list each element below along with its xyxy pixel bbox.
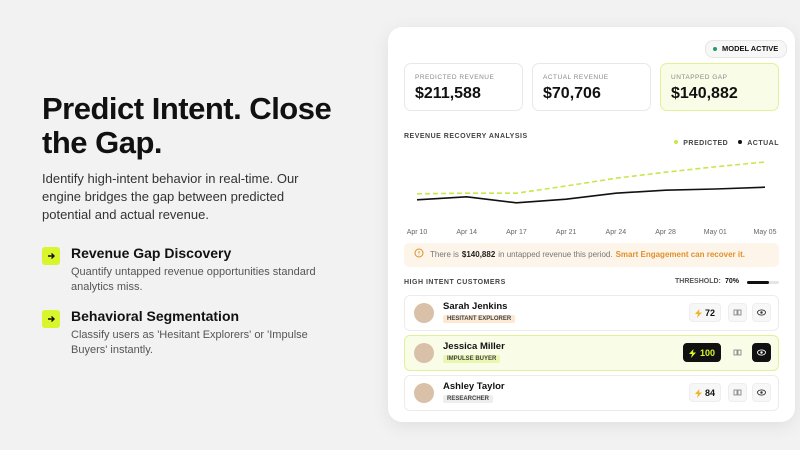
bolt-icon — [695, 309, 702, 318]
threshold-slider[interactable] — [747, 281, 779, 284]
score-badge: 72 — [689, 303, 721, 322]
x-tick-label: Apr 10 — [407, 229, 428, 236]
status-text: MODEL ACTIVE — [722, 44, 779, 53]
action-button[interactable] — [752, 303, 771, 322]
x-tick-label: Apr 17 — [506, 229, 527, 236]
action-button[interactable] — [728, 303, 747, 322]
eye-icon — [757, 349, 766, 356]
customer-tag: RESEARCHER — [443, 395, 494, 403]
score-badge: 84 — [689, 383, 721, 402]
status-pill: MODEL ACTIVE — [705, 40, 788, 58]
threshold-fill — [747, 281, 769, 284]
kpi-value: $211,588 — [415, 85, 481, 102]
action-button[interactable] — [752, 343, 771, 362]
series-line — [416, 161, 766, 195]
avatar — [414, 383, 434, 403]
x-tick-label: May 05 — [754, 229, 777, 236]
legend: PREDICTED ACTUAL — [664, 132, 779, 147]
eye-icon — [757, 389, 766, 396]
feature-description: Quantify untapped revenue opportunities … — [71, 266, 316, 293]
legend-text: PREDICTED — [683, 140, 729, 147]
feature-description: Classify users as 'Hesitant Explorers' o… — [71, 329, 308, 356]
avatar — [414, 343, 434, 363]
eye-icon — [757, 309, 766, 316]
action-button[interactable] — [752, 383, 771, 402]
bolt-icon — [689, 349, 696, 358]
action-button[interactable] — [728, 383, 747, 402]
info-icon — [414, 248, 424, 258]
legend-dot — [674, 140, 679, 144]
legend-item: PREDICTED — [674, 140, 728, 147]
alert-text: $140,882 — [461, 250, 496, 259]
feature-icon — [42, 247, 60, 265]
customer-row[interactable]: Jessica Miller IMPULSE BUYER 100 — [404, 335, 779, 371]
kpi-card: PREDICTED REVENUE $211,588 — [404, 63, 523, 111]
book-icon — [733, 389, 742, 396]
chart: Apr 10 Apr 14 Apr 17 Apr 21 Apr 24 Apr 28 May … — [407, 161, 777, 236]
customer-row[interactable]: Ashley Taylor RESEARCHER 84 — [404, 375, 779, 411]
x-tick-label: Apr 14 — [456, 229, 477, 236]
customers-title: HIGH INTENT CUSTOMERS — [404, 279, 506, 286]
legend-text: ACTUAL — [747, 140, 779, 147]
feature-title: Behavioral Segmentation — [71, 308, 240, 324]
x-tick-label: Apr 28 — [655, 229, 676, 236]
customer-tag: HESITANT EXPLORER — [443, 315, 516, 323]
customer-tag: IMPULSE BUYER — [443, 355, 501, 363]
feature-title: Revenue Gap Discovery — [71, 245, 232, 261]
kpi-label: UNTAPPED GAP — [671, 74, 728, 81]
hero-title: Predict Intent. Close the Gap. — [42, 91, 332, 160]
kpi-value: $70,706 — [543, 85, 601, 102]
alert-text: in untapped revenue this period. — [498, 250, 613, 259]
customer-row[interactable]: Sarah Jenkins HESITANT EXPLORER 72 — [404, 295, 779, 331]
kpi-label: ACTUAL REVENUE — [543, 74, 609, 81]
alert: There is $140,882 in untapped revenue this… — [404, 243, 779, 267]
customer-name: Ashley Taylor — [443, 381, 505, 392]
legend-item: ACTUAL — [738, 140, 779, 147]
threshold-label: THRESHOLD: — [675, 278, 721, 285]
x-tick-label: Apr 24 — [606, 229, 627, 236]
action-button[interactable] — [728, 343, 747, 362]
arrow-icon — [48, 253, 55, 259]
status-dot — [713, 47, 717, 51]
kpi-value: $140,882 — [671, 85, 738, 102]
alert-text: There is — [430, 250, 459, 259]
kpi-card: ACTUAL REVENUE $70,706 — [532, 63, 651, 111]
series-line — [416, 186, 766, 204]
kpi-card: UNTAPPED GAP $140,882 — [660, 63, 779, 111]
threshold-value: 70% — [725, 278, 740, 285]
score-badge: 100 — [683, 343, 721, 362]
customer-name: Jessica Miller — [443, 341, 505, 352]
customer-name: Sarah Jenkins — [443, 301, 508, 312]
x-tick-label: May 01 — [704, 229, 727, 236]
kpi-label: PREDICTED REVENUE — [415, 74, 495, 81]
dashboard-card: MODEL ACTIVE REVENUE RECOVERY ANALYSIS P… — [388, 27, 795, 422]
legend-dot — [738, 140, 743, 144]
book-icon — [733, 349, 742, 356]
feature-icon — [42, 310, 60, 328]
alert-text: Smart Engagement can recover it. — [615, 250, 745, 259]
arrow-icon — [48, 316, 55, 322]
avatar — [414, 303, 434, 323]
chart-title: REVENUE RECOVERY ANALYSIS — [404, 133, 528, 140]
x-tick-label: Apr 21 — [556, 229, 577, 236]
hero-description: Identify high-intent behavior in real-ti… — [42, 171, 299, 222]
book-icon — [733, 309, 742, 316]
bolt-icon — [695, 389, 702, 398]
